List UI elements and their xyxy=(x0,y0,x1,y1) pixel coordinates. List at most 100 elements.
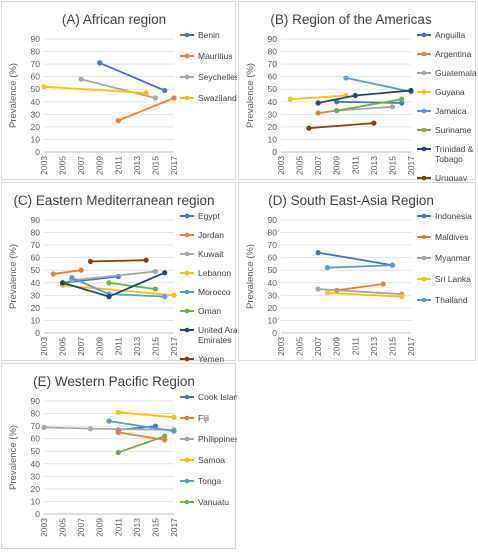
x-tick-label: 2015 xyxy=(150,337,160,356)
series-line-myanmar xyxy=(318,288,402,295)
legend-label: Sri Lanka xyxy=(435,274,471,284)
y-tick-label: 80 xyxy=(31,47,41,57)
chart-title: (B) Region of the Americas xyxy=(270,12,432,27)
data-point-seychelles xyxy=(152,95,159,101)
series-line-sri-lanka xyxy=(327,291,402,298)
x-tick-label: 2003 xyxy=(39,156,49,175)
legend-label: Kuwait xyxy=(198,249,224,259)
legend-marker-dot xyxy=(184,499,190,505)
x-tick-label: 2007 xyxy=(313,337,323,356)
series-line-maldives xyxy=(336,283,384,292)
series-line-tonga xyxy=(108,420,175,432)
y-tick-label: 70 xyxy=(31,421,41,431)
y-tick-label: 20 xyxy=(268,122,278,132)
y-tick-label: 60 xyxy=(31,72,41,82)
legend-label: Argentina xyxy=(435,49,472,59)
y-tick-label: 90 xyxy=(31,396,41,406)
legend-marker-dot xyxy=(421,127,427,133)
x-tick-label: 2005 xyxy=(58,337,68,356)
data-point-tonga xyxy=(106,418,112,424)
panel-3: (C) Eastern Mediterranean region 0 10 20 30 4… xyxy=(1,182,243,364)
legend-label: Trinidad & Tobago xyxy=(435,144,474,164)
legend-marker-dot xyxy=(184,356,190,362)
x-tick-label: 2003 xyxy=(39,337,49,356)
data-point-yemen xyxy=(143,257,149,263)
y-tick-label: 20 xyxy=(31,484,41,494)
legend-label: Jamaica xyxy=(435,106,467,116)
series-line-benin xyxy=(99,62,166,92)
data-point-mauritius xyxy=(115,118,121,124)
data-point-mauritius xyxy=(171,95,177,101)
legend-marker-dot xyxy=(184,289,190,295)
legend-marker-dot xyxy=(184,394,190,400)
series-line-mauritius xyxy=(117,97,175,122)
data-point-guyana xyxy=(287,96,293,102)
legend-marker-dot xyxy=(421,175,427,181)
x-tick-label: 2017 xyxy=(406,156,416,175)
series-line-seychelles xyxy=(80,78,156,99)
legend-label: Maldives xyxy=(435,232,469,242)
x-tick-label: 2013 xyxy=(132,518,142,537)
legend-label: Swaziland xyxy=(198,93,237,103)
legend-marker-dot xyxy=(421,70,427,76)
series-line-thailand xyxy=(327,264,393,269)
y-tick-label: 30 xyxy=(31,109,41,119)
x-tick-label: 2007 xyxy=(76,337,86,356)
data-point-samoa xyxy=(171,414,177,420)
legend-marker-dot xyxy=(184,436,190,442)
y-tick-label: 30 xyxy=(31,290,41,300)
y-axis-label: Prevalence (%) xyxy=(8,244,19,309)
legend-label: Oman xyxy=(198,306,221,316)
data-point-anguilla xyxy=(334,99,340,105)
y-tick-label: 0 xyxy=(272,328,277,338)
y-tick-label: 10 xyxy=(31,315,41,325)
x-tick-label: 2011 xyxy=(113,518,123,537)
legend-marker-dot xyxy=(184,270,190,276)
legend-label: Cook Islands xyxy=(198,392,237,402)
y-tick-label: 70 xyxy=(31,59,41,69)
y-tick-label: 60 xyxy=(31,434,41,444)
series-line-jordan xyxy=(53,269,82,275)
x-tick-label: 2009 xyxy=(332,337,342,356)
x-tick-label: 2009 xyxy=(95,156,105,175)
legend-label: Yemen xyxy=(198,354,224,362)
series-line-jamaica xyxy=(345,77,412,93)
legend-marker-dot xyxy=(184,327,190,333)
y-tick-label: 60 xyxy=(268,72,278,82)
x-tick-label: 2005 xyxy=(58,156,68,175)
legend-label: United ArabEmirates xyxy=(198,325,237,345)
x-tick-label: 2017 xyxy=(169,156,179,175)
series-line-uruguay xyxy=(308,122,374,129)
legend-label: Samoa xyxy=(198,455,225,465)
y-tick-label: 10 xyxy=(268,134,278,144)
chart-title: (C) Eastern Mediterranean region xyxy=(13,193,214,208)
y-tick-label: 10 xyxy=(31,134,41,144)
data-point-myanmar xyxy=(315,286,321,292)
data-point-maldives xyxy=(380,281,386,287)
x-tick-label: 2017 xyxy=(406,337,416,356)
legend-label: Uruguay xyxy=(435,173,468,181)
legend-label: Indonesia xyxy=(435,211,472,221)
data-point-anguilla xyxy=(399,100,405,106)
y-tick-label: 30 xyxy=(268,109,278,119)
legend-label: Guatemala xyxy=(435,68,477,78)
legend-label: Jordan xyxy=(198,230,224,240)
data-point-yemen xyxy=(87,258,94,265)
x-tick-label: 2017 xyxy=(169,518,179,537)
y-tick-label: 70 xyxy=(31,240,41,250)
legend-marker-dot xyxy=(421,276,427,282)
data-point-fiji xyxy=(162,437,168,443)
data-point-uruguay xyxy=(371,120,377,126)
data-point-sri-lanka xyxy=(324,290,331,296)
chart-title: (D) South East-Asia Region xyxy=(268,193,434,208)
panel-4: (D) South East-Asia Region 0 10 20 30 40 50 60 7… xyxy=(238,182,476,361)
legend-label: Lebanon xyxy=(198,268,231,278)
legend-marker-dot xyxy=(421,255,427,261)
legend-label: Seychelles xyxy=(198,72,237,82)
x-tick-label: 2015 xyxy=(150,156,160,175)
x-tick-label: 2003 xyxy=(276,337,286,356)
x-tick-label: 2003 xyxy=(39,518,49,537)
y-tick-label: 50 xyxy=(31,84,41,94)
series-line-anguilla xyxy=(336,100,402,104)
data-point-united-arab-emirates xyxy=(162,270,168,276)
